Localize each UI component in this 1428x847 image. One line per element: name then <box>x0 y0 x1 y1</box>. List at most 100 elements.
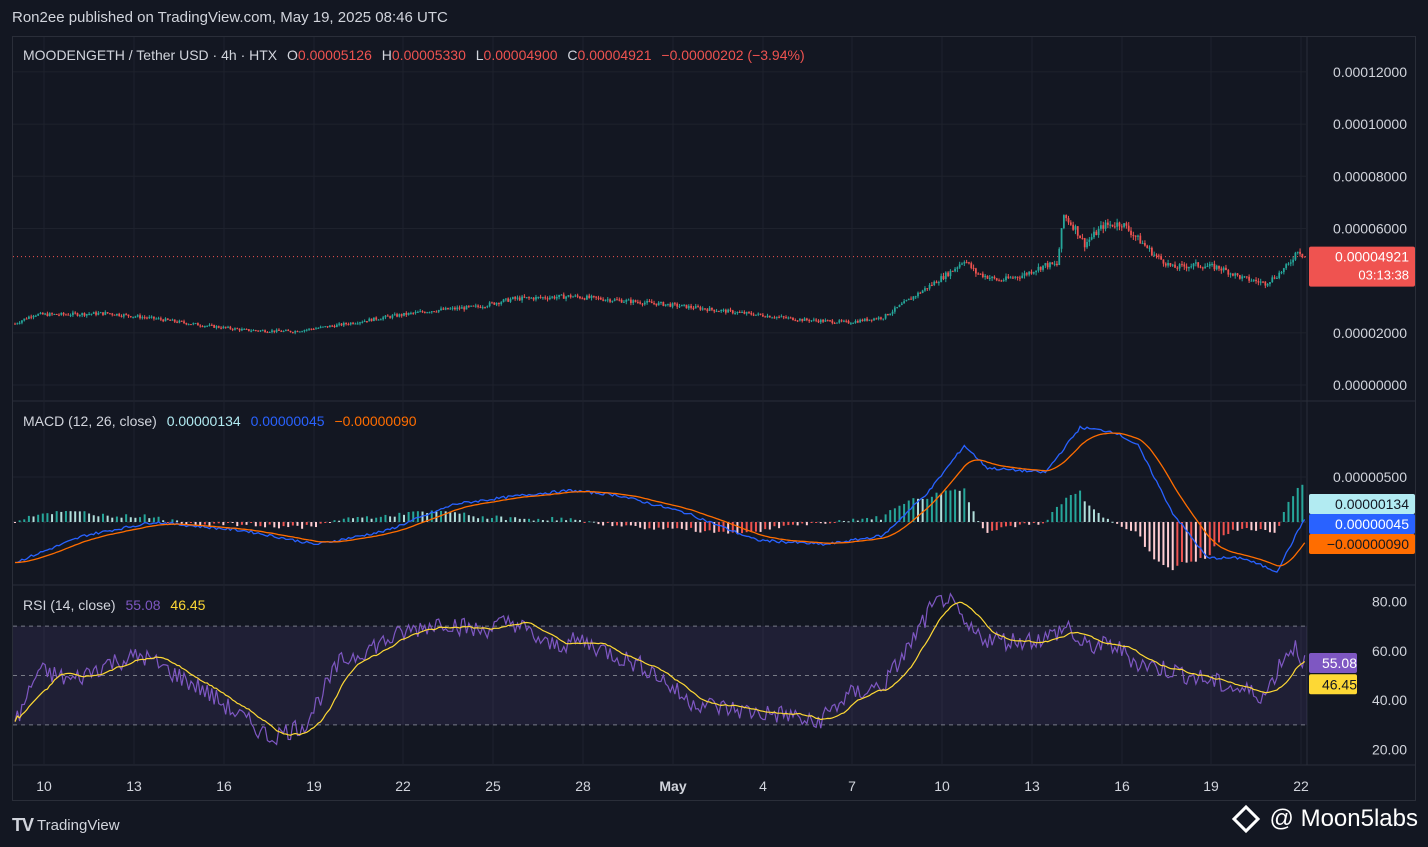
candle-body <box>829 320 831 322</box>
rsi-value-tag <box>1309 652 1357 673</box>
candle-body <box>782 316 785 318</box>
high-value: 0.00005330 <box>391 47 466 63</box>
candle-body <box>1079 235 1081 239</box>
macd-hist-bar <box>60 511 63 522</box>
candle-body <box>854 320 857 323</box>
macd-hist-bar <box>18 520 21 522</box>
macd-hist-bar <box>1074 493 1077 522</box>
candle-body <box>426 312 429 314</box>
macd-hist-bar <box>917 498 920 522</box>
candle-body <box>1106 222 1109 225</box>
rsi-label[interactable]: RSI (14, close) <box>23 597 116 613</box>
candle-body <box>27 316 30 319</box>
candle-body <box>843 320 845 322</box>
macd-hist-bar <box>815 522 818 523</box>
candle-body <box>83 313 86 316</box>
macd-hist-bar <box>653 522 656 530</box>
macd-hist-bar <box>1236 522 1239 531</box>
rsi-band-fill <box>13 626 1307 725</box>
chart-frame[interactable]: 10 13 16 19 22 25 28 May 4 7 10 13 16 19 22 0.00012000 0… <box>12 36 1416 801</box>
candle-body <box>257 330 260 332</box>
candle-body <box>819 319 822 323</box>
candle-body <box>986 275 989 279</box>
candle-body <box>1046 263 1049 268</box>
candle-body <box>801 318 804 321</box>
macd-hist-bar <box>88 513 91 522</box>
candle-body <box>981 273 984 278</box>
candle-body <box>463 307 466 310</box>
candle-body <box>194 323 197 325</box>
candle-body <box>477 305 479 307</box>
macd-hist-bar <box>463 512 466 522</box>
x-tick-label: 22 <box>395 778 411 794</box>
candle-body <box>597 297 600 299</box>
macd-hist-bar <box>162 520 165 522</box>
candle-body <box>479 306 482 308</box>
macd-hist-bar <box>101 513 104 522</box>
macd-hist-bar <box>458 513 461 522</box>
candle-body <box>76 313 79 316</box>
candle-body <box>660 302 662 304</box>
candle-body <box>562 294 565 299</box>
candle-body <box>523 296 526 298</box>
macd-hist-bar <box>1000 522 1003 528</box>
x-tick-label: May <box>659 778 686 794</box>
candle-body <box>208 324 211 326</box>
tradingview-footer[interactable]: TV TradingView <box>12 812 120 838</box>
candle-body <box>18 322 21 324</box>
macd-hist-bar <box>328 522 331 523</box>
candle-body <box>673 303 676 305</box>
candle-body <box>164 318 167 322</box>
candle-body <box>511 297 514 300</box>
macd-hist-bar <box>370 518 373 522</box>
candle-body <box>599 297 602 300</box>
rsi-ma-line <box>14 601 1306 736</box>
candle-body <box>118 313 121 316</box>
macd-hist-bar <box>518 518 521 522</box>
macd-hist-bar <box>560 517 563 522</box>
macd-hist-bar <box>764 522 767 530</box>
candle-body <box>421 311 424 313</box>
candle-body <box>1132 235 1135 237</box>
macd-hist-bar <box>504 520 507 522</box>
candle-body <box>586 295 588 300</box>
candle-body <box>634 300 637 302</box>
macd-hist-bar <box>930 496 933 522</box>
candle-body <box>1218 265 1220 269</box>
macd-hist-bar <box>532 520 535 522</box>
macd-hist-bar <box>143 514 146 522</box>
candle-body <box>590 295 593 298</box>
macd-hist-bar <box>430 510 433 522</box>
macd-hist-bar <box>268 522 271 525</box>
candle-body <box>713 309 716 312</box>
macd-hist-bar <box>838 520 841 522</box>
candle-body <box>993 276 996 279</box>
candle-body <box>699 307 702 310</box>
macd-hist-bar <box>412 511 415 522</box>
macd-hist-bar <box>51 514 54 522</box>
macd-hist-bar <box>1139 522 1142 537</box>
candle-body <box>636 301 639 303</box>
candle-body <box>227 326 229 328</box>
candle-body <box>90 313 93 315</box>
symbol-label[interactable]: MOODENGETH / Tether USD · 4h · HTX <box>23 47 278 63</box>
macd-hist-bar <box>602 522 605 526</box>
candle-body <box>553 296 556 299</box>
macd-hist-bar <box>495 515 498 522</box>
candle-body <box>947 272 950 277</box>
candle-body <box>887 313 889 316</box>
macd-hist-bar <box>171 519 174 522</box>
candle-body <box>423 312 426 314</box>
macd-hist-bar <box>977 521 980 523</box>
macd-hist-bar <box>139 517 142 522</box>
macd-label[interactable]: MACD (12, 26, close) <box>23 413 157 429</box>
macd-hist-bar <box>32 516 35 522</box>
macd-hist-bar <box>750 522 753 532</box>
chart-canvas[interactable]: 10 13 16 19 22 25 28 May 4 7 10 13 16 19 22 0.00012000 0… <box>13 37 1415 800</box>
macd-hist-bar <box>467 515 470 522</box>
macd-hist-bar <box>176 520 179 522</box>
macd-hist-bar <box>1060 504 1063 522</box>
macd-hist-bar <box>778 522 781 529</box>
candle-body <box>1088 239 1091 242</box>
candle-body <box>1248 276 1251 281</box>
